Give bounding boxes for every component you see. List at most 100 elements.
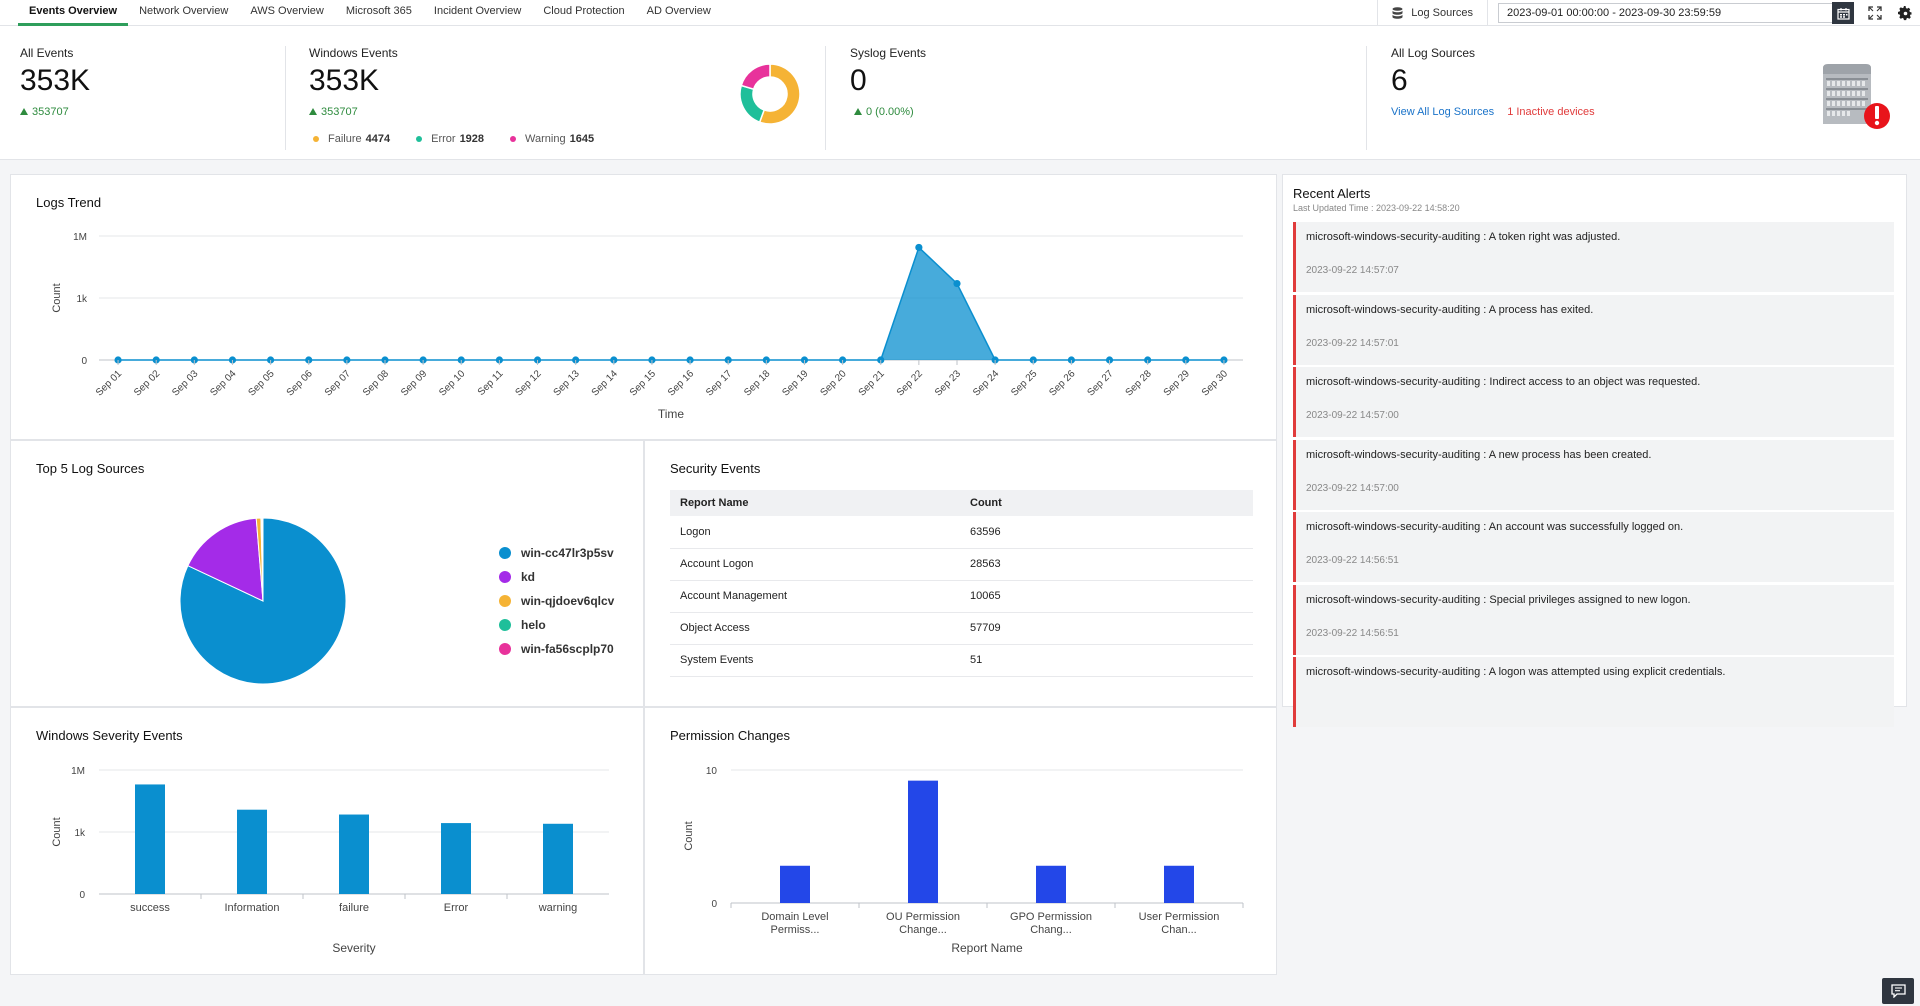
settings-button[interactable]: [1890, 0, 1920, 26]
trend-point[interactable]: [343, 356, 351, 364]
severity-bar[interactable]: [135, 784, 165, 894]
donut-slice[interactable]: [739, 84, 766, 124]
table-row[interactable]: System Events 51: [670, 644, 1253, 677]
windows-events-donut-chart[interactable]: [738, 62, 802, 126]
trend-point[interactable]: [953, 279, 961, 288]
trend-point[interactable]: [495, 356, 503, 364]
trend-point[interactable]: [114, 356, 122, 364]
trend-point[interactable]: [1029, 356, 1037, 364]
alert-item[interactable]: microsoft-windows-security-auditing : A …: [1293, 657, 1894, 727]
permission-bar[interactable]: [780, 865, 810, 903]
trend-point[interactable]: [724, 356, 732, 364]
security-events-title: Security Events: [670, 461, 761, 476]
table-row[interactable]: Account Management 10065: [670, 580, 1253, 613]
severity-bar[interactable]: [237, 809, 267, 894]
log-sources-links: View All Log Sources 1 Inactive devices: [1391, 106, 1595, 118]
count-cell[interactable]: 10065: [960, 580, 1253, 613]
trend-point[interactable]: [800, 356, 809, 364]
date-range-input[interactable]: [1498, 3, 1834, 23]
pie-slice[interactable]: [187, 517, 264, 602]
tab-microsoft-365[interactable]: Microsoft 365: [345, 5, 412, 17]
fullscreen-button[interactable]: [1860, 0, 1890, 26]
inactive-devices-link[interactable]: 1 Inactive devices: [1507, 106, 1595, 118]
trend-point[interactable]: [305, 356, 313, 364]
alert-item[interactable]: microsoft-windows-security-auditing : An…: [1293, 512, 1894, 582]
column-header-report-name[interactable]: Report Name: [670, 490, 960, 516]
trend-point[interactable]: [190, 356, 198, 364]
alert-item[interactable]: microsoft-windows-security-auditing : A …: [1293, 294, 1894, 365]
tab-network-overview[interactable]: Network Overview: [139, 5, 229, 17]
tab-ad-overview[interactable]: AD Overview: [646, 5, 711, 17]
chat-button[interactable]: [1882, 978, 1914, 1004]
trend-point[interactable]: [1220, 356, 1228, 364]
legend-item[interactable]: win-qjdoev6qlcv: [499, 589, 614, 613]
severity-bar[interactable]: [339, 814, 369, 894]
log-sources-button[interactable]: Log Sources: [1377, 0, 1488, 26]
legend-item[interactable]: helo: [499, 613, 614, 637]
trend-point[interactable]: [152, 356, 160, 364]
alert-item[interactable]: microsoft-windows-security-auditing : In…: [1293, 367, 1894, 437]
x-tick-label: Sep 24: [971, 368, 1001, 398]
count-cell[interactable]: 63596: [960, 516, 1253, 549]
table-row[interactable]: Object Access 57709: [670, 612, 1253, 645]
trend-point[interactable]: [877, 356, 885, 364]
pie-slice[interactable]: [261, 517, 264, 602]
trend-point[interactable]: [533, 356, 542, 364]
trend-point[interactable]: [1144, 356, 1152, 364]
table-row[interactable]: Account Logon 28563: [670, 548, 1253, 581]
security-events-table: Report Name Count Logon 63596 Account Logo…: [670, 490, 1253, 677]
permission-changes-bar-chart[interactable]: 0 10 Count Report Name Domain Level Permiss..…: [645, 708, 1278, 976]
trend-point[interactable]: [267, 356, 275, 364]
trend-point[interactable]: [1067, 356, 1075, 364]
trend-point[interactable]: [419, 356, 427, 364]
tab-incident-overview[interactable]: Incident Overview: [433, 5, 522, 17]
x-tick-label: Sep 23: [933, 368, 963, 398]
tab-aws-overview[interactable]: AWS Overview: [250, 5, 324, 17]
tab-cloud-protection[interactable]: Cloud Protection: [543, 5, 625, 17]
trend-point[interactable]: [1105, 356, 1114, 364]
trend-point[interactable]: [1182, 356, 1190, 364]
severity-bar[interactable]: [441, 823, 471, 894]
permission-changes-title: Permission Changes: [670, 728, 790, 743]
tab-events-overview[interactable]: Events Overview: [18, 0, 129, 26]
trend-point[interactable]: [839, 356, 847, 364]
trend-point[interactable]: [610, 356, 618, 364]
legend-item[interactable]: win-fa56scplp70: [499, 637, 614, 661]
trend-point[interactable]: [381, 356, 389, 364]
view-all-log-sources-link[interactable]: View All Log Sources: [1391, 106, 1495, 118]
legend-item[interactable]: win-cc47lr3p5sv: [499, 541, 614, 565]
logs-trend-panel: Logs Trend 0 1k 1M Count Time Sep 01 Sep 02 Sep…: [10, 174, 1277, 440]
windows-events-label: Windows Events: [309, 46, 398, 60]
column-header-count[interactable]: Count: [960, 490, 1253, 516]
permission-bar[interactable]: [1164, 865, 1194, 903]
trend-point[interactable]: [991, 356, 999, 364]
report-name-cell: System Events: [670, 644, 960, 677]
donut-slice[interactable]: [740, 63, 771, 91]
permission-bar[interactable]: [1036, 865, 1066, 903]
count-cell[interactable]: 57709: [960, 612, 1253, 645]
alert-item[interactable]: microsoft-windows-security-auditing : A …: [1293, 439, 1894, 510]
count-cell[interactable]: 28563: [960, 548, 1253, 581]
trend-point[interactable]: [915, 243, 923, 252]
trend-point[interactable]: [762, 356, 770, 364]
calendar-button[interactable]: [1832, 2, 1854, 24]
trend-point[interactable]: [572, 356, 580, 364]
logs-trend-chart[interactable]: 0 1k 1M Count Time Sep 01 Sep 02 Sep 03 Sep 04 Se…: [11, 175, 1278, 441]
trend-point[interactable]: [228, 356, 237, 364]
windows-severity-bar-chart[interactable]: 0 1k 1M Count Severity success Information fail…: [11, 708, 645, 976]
alert-item[interactable]: microsoft-windows-security-auditing : A …: [1293, 222, 1894, 292]
severity-bar[interactable]: [543, 823, 573, 894]
x-tick-label: Sep 22: [895, 368, 925, 398]
legend-item[interactable]: kd: [499, 565, 614, 589]
trend-point[interactable]: [648, 356, 656, 364]
x-tick-label: Error: [444, 902, 469, 914]
count-cell[interactable]: 51: [960, 644, 1253, 677]
trend-point[interactable]: [457, 356, 465, 364]
table-row[interactable]: Logon 63596: [670, 516, 1253, 549]
top-log-sources-pie-chart[interactable]: [173, 511, 353, 691]
donut-slice[interactable]: [758, 63, 801, 125]
permission-bar[interactable]: [908, 780, 938, 903]
alert-item[interactable]: microsoft-windows-security-auditing : Sp…: [1293, 584, 1894, 655]
trend-point[interactable]: [686, 356, 694, 364]
pie-slice[interactable]: [179, 517, 347, 685]
